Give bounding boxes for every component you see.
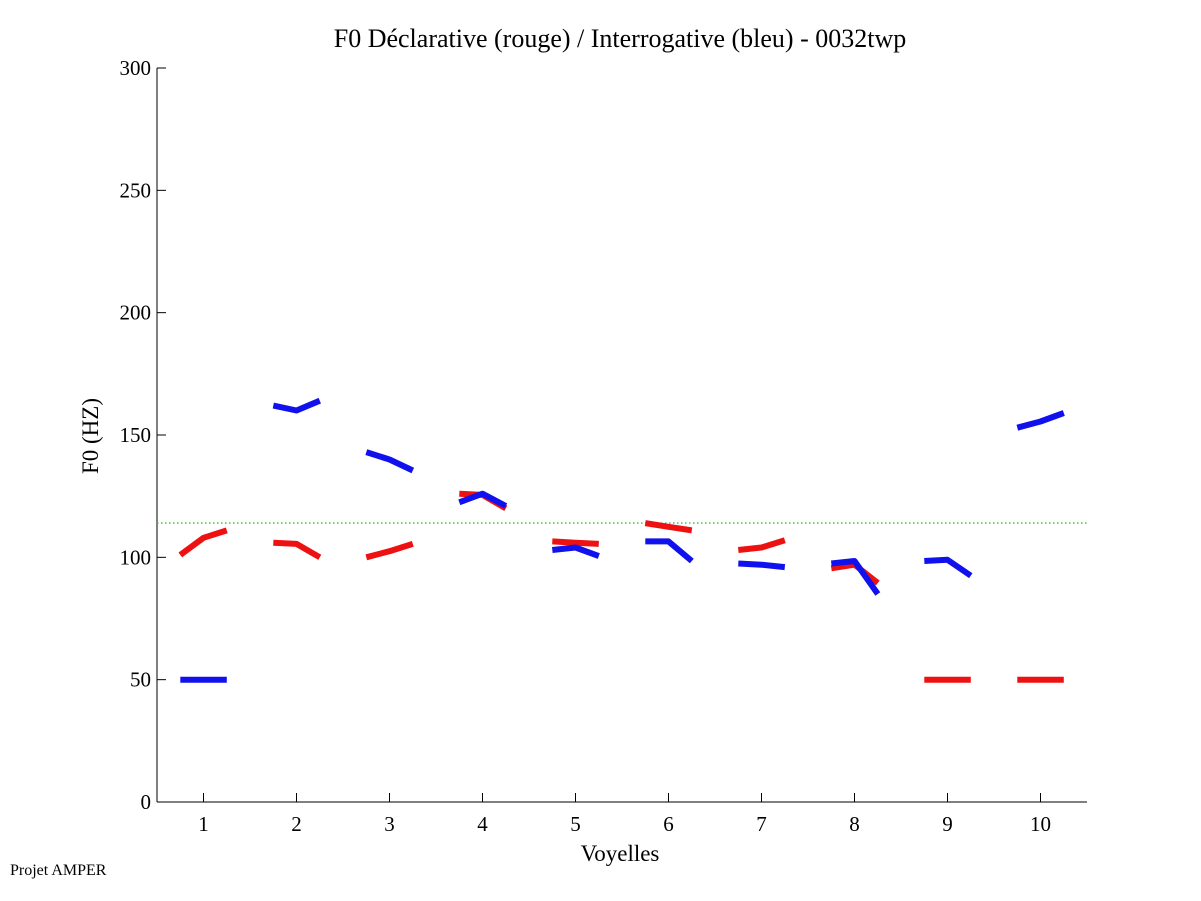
series-red-segment <box>737 537 786 553</box>
series-blue-segment <box>365 449 415 474</box>
x-tick-label: 6 <box>663 812 674 836</box>
series-red-segment <box>178 527 228 558</box>
series-red-segment <box>644 520 693 534</box>
x-tick-label: 2 <box>291 812 302 836</box>
series-blue-segment <box>458 490 508 509</box>
y-tick-label: 300 <box>120 56 152 80</box>
y-tick-label: 200 <box>120 301 152 325</box>
series-blue-segment <box>551 544 600 559</box>
series-red-segment <box>552 538 599 547</box>
x-tick-label: 5 <box>570 812 581 836</box>
series-blue-segment <box>272 397 321 414</box>
y-tick-label: 50 <box>130 668 151 692</box>
x-tick-label: 7 <box>756 812 767 836</box>
series-blue-segment <box>645 538 694 564</box>
y-tick-label: 0 <box>141 790 152 814</box>
y-tick-label: 100 <box>120 545 152 569</box>
chart-title: F0 Déclarative (rouge) / Interrogative (… <box>334 24 907 53</box>
x-tick-label: 4 <box>477 812 488 836</box>
series-red-segment <box>273 539 322 560</box>
y-axis-label: F0 (HZ) <box>78 398 103 474</box>
series-blue-segment <box>830 558 881 596</box>
plot-area: 0 50 100 150 200 250 300 1 2 3 4 5 6 7 8 9 10 <box>120 56 1087 836</box>
x-tick-label: 10 <box>1030 812 1051 836</box>
series-blue-segment <box>738 560 786 571</box>
x-tick-label: 8 <box>849 812 860 836</box>
y-tick-label: 150 <box>120 423 152 447</box>
x-tick-label: 3 <box>384 812 395 836</box>
x-tick-label: 9 <box>942 812 953 836</box>
x-tick-label: 1 <box>198 812 209 836</box>
series-blue-segment <box>1016 410 1065 431</box>
x-axis-label: Voyelles <box>581 841 660 866</box>
series-red-segment <box>365 541 414 561</box>
footer-note: Projet AMPER <box>10 862 107 879</box>
y-tick-label: 250 <box>120 178 152 202</box>
series-blue-segment <box>924 556 973 579</box>
